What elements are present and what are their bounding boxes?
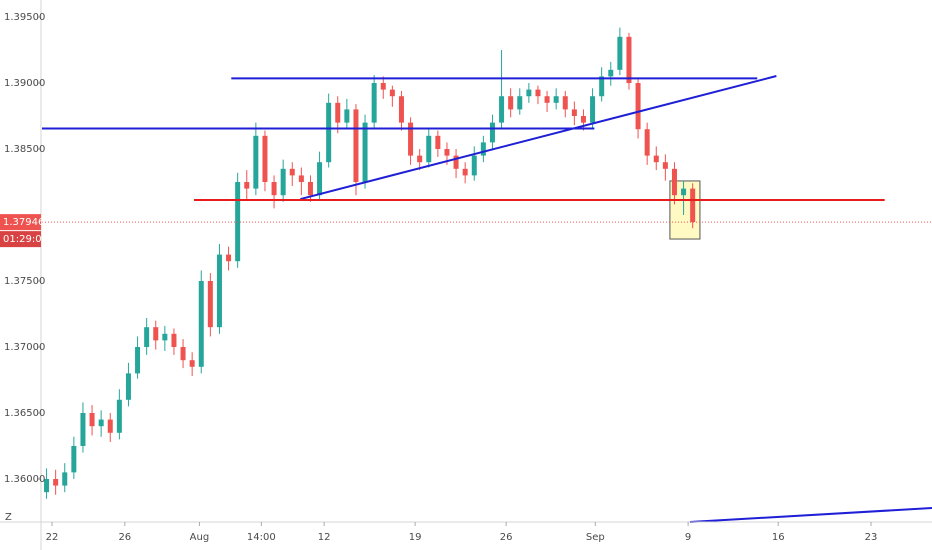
- candle-body: [235, 182, 241, 262]
- x-tick-label: 16: [772, 532, 785, 543]
- candle-body: [635, 83, 641, 130]
- candle-body: [207, 280, 213, 328]
- candle-body: [471, 155, 477, 176]
- candle-body: [216, 254, 222, 328]
- candle-body: [198, 280, 204, 367]
- candle-body: [426, 135, 432, 163]
- candle-body: [62, 472, 68, 486]
- candle-body: [326, 102, 332, 163]
- candle-body: [480, 142, 486, 156]
- candle-body: [71, 445, 77, 473]
- candle-body: [289, 168, 295, 176]
- candle-body: [435, 135, 441, 150]
- candle-body: [671, 168, 677, 196]
- countdown-label: 01:29:06: [3, 234, 48, 245]
- x-tick-label: Sep: [586, 532, 605, 543]
- candle-body: [653, 155, 659, 163]
- candle-body: [562, 96, 568, 110]
- candle-body: [599, 76, 605, 97]
- y-tick-label: 1.38500: [4, 144, 45, 155]
- candle-body: [389, 89, 395, 97]
- candle-body: [371, 83, 377, 123]
- candle-body: [280, 168, 286, 196]
- candle-body: [535, 89, 541, 97]
- candle-body: [380, 83, 386, 90]
- candle-body: [517, 96, 523, 110]
- candle-body: [171, 333, 177, 347]
- candle-body: [617, 36, 623, 70]
- candle-body: [508, 96, 514, 110]
- candle-body: [571, 109, 577, 117]
- candle-body: [271, 182, 277, 196]
- candle-body: [98, 419, 104, 427]
- candle-body: [180, 346, 186, 361]
- candle-body: [135, 346, 141, 374]
- x-tick-label: 23: [865, 532, 878, 543]
- candle-body: [353, 109, 359, 183]
- candle-body: [262, 135, 268, 183]
- candle-body: [489, 122, 495, 143]
- candle-body: [298, 175, 304, 183]
- candle-body: [580, 116, 586, 123]
- x-tick-label: Aug: [190, 532, 210, 543]
- drawing-line: [689, 507, 932, 523]
- y-tick-label: 1.37000: [4, 342, 45, 353]
- y-tick-label: 1.39500: [4, 12, 45, 23]
- x-tick-label: 26: [118, 532, 131, 543]
- candle-body: [453, 155, 459, 169]
- timezone-button[interactable]: Z: [5, 512, 12, 523]
- last-price-label: 1.37946: [3, 217, 44, 228]
- candle-body: [80, 412, 86, 446]
- x-tick-label: 14:00: [247, 532, 276, 543]
- x-tick-label: 19: [409, 532, 422, 543]
- candle-body: [335, 102, 341, 123]
- candle-body: [153, 327, 159, 341]
- candle-body: [362, 122, 368, 183]
- candle-body: [144, 327, 150, 347]
- y-tick-label: 1.36500: [4, 408, 45, 419]
- y-tick-label: 1.36000: [4, 474, 45, 485]
- candle-body: [444, 149, 450, 156]
- x-tick-label: 22: [46, 532, 59, 543]
- candle-body: [499, 96, 505, 123]
- price-label-bg: [0, 214, 41, 231]
- candle-body: [89, 412, 95, 427]
- x-tick-label: 26: [500, 532, 513, 543]
- candle-body: [317, 162, 323, 196]
- candle-body: [408, 122, 414, 156]
- candle-body: [544, 96, 550, 103]
- candle-body: [107, 419, 113, 433]
- candle-body: [189, 360, 195, 367]
- candle-body: [53, 478, 59, 486]
- candle-body: [526, 89, 532, 97]
- candle-body: [553, 96, 559, 103]
- candle-body: [398, 96, 404, 123]
- candle-body: [344, 109, 350, 123]
- y-tick-label: 1.37500: [4, 276, 45, 287]
- candle-body: [253, 135, 259, 189]
- candle-body: [681, 188, 687, 196]
- x-tick-label: 12: [318, 532, 331, 543]
- candle-body: [417, 155, 423, 163]
- candle-body: [125, 373, 131, 400]
- candle-body: [690, 188, 696, 223]
- candle-body: [644, 129, 650, 156]
- countdown-bg: [0, 231, 41, 248]
- x-tick-label: 9: [685, 532, 691, 543]
- candle-body: [116, 399, 122, 433]
- candle-body: [226, 254, 232, 262]
- candle-body: [162, 333, 168, 341]
- y-tick-label: 1.39000: [4, 78, 45, 89]
- candle-body: [590, 96, 596, 123]
- candle-body: [462, 168, 468, 176]
- candle-body: [608, 69, 614, 77]
- candle-body: [44, 478, 50, 493]
- candle-body: [244, 182, 250, 189]
- drawing-line: [300, 75, 777, 201]
- candle-body: [662, 162, 668, 169]
- candle-body: [626, 36, 632, 84]
- candle-body: [307, 182, 313, 196]
